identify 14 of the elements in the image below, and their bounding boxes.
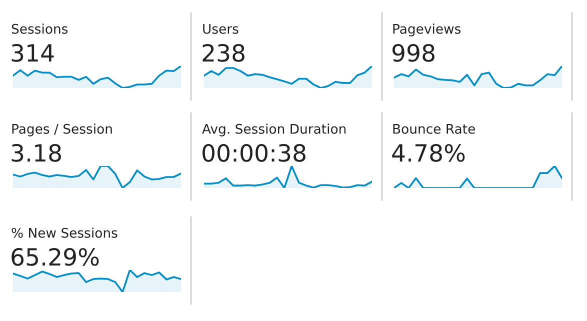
chart-title: Avg. Session Duration <box>202 124 346 136</box>
chart-title: Sessions <box>12 24 68 34</box>
chart-subtitle: 65.29% <box>12 248 99 266</box>
chart-title: % New Sessions <box>12 228 118 238</box>
chart-subtitle: 238 <box>202 44 244 62</box>
chart-title: Bounce Rate <box>393 124 475 134</box>
chart-subtitle: 4.78% <box>392 144 465 162</box>
chart-subtitle: 00:00:38 <box>202 144 306 162</box>
chart-subtitle: 3.18 <box>12 144 61 162</box>
chart-title: Pageviews <box>393 24 461 36</box>
chart-subtitle: 998 <box>392 44 434 62</box>
chart-subtitle: 314 <box>12 44 54 62</box>
chart-title: Pages / Session <box>12 124 112 136</box>
chart-title: Users <box>203 24 238 34</box>
